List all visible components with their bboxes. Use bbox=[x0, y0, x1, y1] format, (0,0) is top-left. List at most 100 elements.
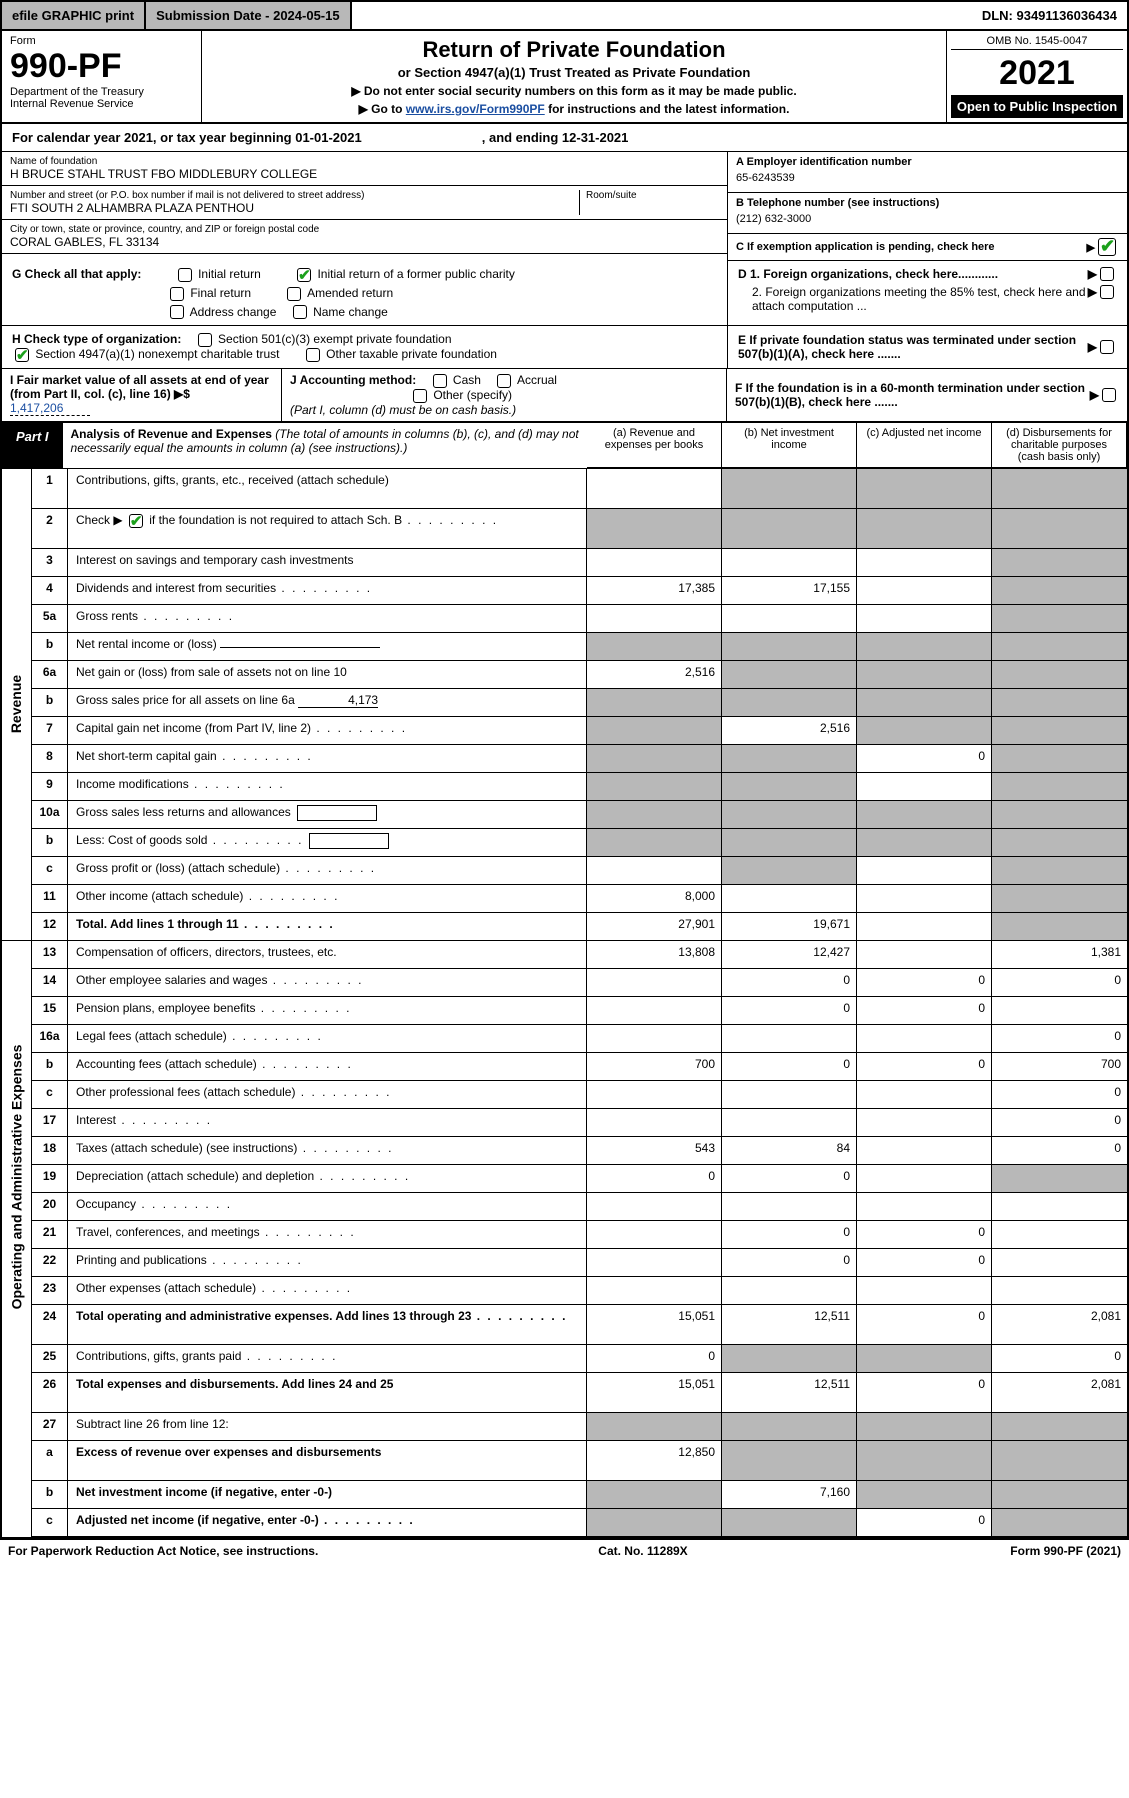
line-7-desc: Capital gain net income (from Part IV, l… bbox=[68, 717, 587, 745]
open-inspection: Open to Public Inspection bbox=[951, 95, 1123, 118]
line-24: 24 Total operating and administrative ex… bbox=[32, 1305, 1127, 1345]
part-1-header: Part I Analysis of Revenue and Expenses … bbox=[0, 422, 1129, 469]
line-14: 14 Other employee salaries and wages 000 bbox=[32, 969, 1127, 997]
line-27a: a Excess of revenue over expenses and di… bbox=[32, 1441, 1127, 1481]
e-label: E If private foundation status was termi… bbox=[738, 333, 1076, 361]
page-footer: For Paperwork Reduction Act Notice, see … bbox=[0, 1539, 1129, 1562]
line-19: 19 Depreciation (attach schedule) and de… bbox=[32, 1165, 1127, 1193]
address-change-checkbox[interactable] bbox=[170, 305, 184, 319]
s501-label: Section 501(c)(3) exempt private foundat… bbox=[218, 332, 451, 346]
col-d-header: (d) Disbursements for charitable purpose… bbox=[992, 423, 1127, 468]
line-10b: b Less: Cost of goods sold bbox=[32, 829, 1127, 857]
other-taxable-checkbox[interactable] bbox=[306, 348, 320, 362]
initial-former-label: Initial return of a former public charit… bbox=[317, 267, 514, 281]
room-label: Room/suite bbox=[586, 190, 719, 201]
cash-checkbox[interactable] bbox=[433, 374, 447, 388]
line-5a-desc: Gross rents bbox=[68, 605, 587, 633]
line-16b: b Accounting fees (attach schedule) 7000… bbox=[32, 1053, 1127, 1081]
line-13-desc: Compensation of officers, directors, tru… bbox=[68, 941, 587, 969]
line-27b-desc: Net investment income (if negative, ente… bbox=[68, 1481, 587, 1509]
line-27c: c Adjusted net income (if negative, ente… bbox=[32, 1509, 1127, 1537]
s4947-checkbox[interactable] bbox=[15, 348, 29, 362]
line-9: 9 Income modifications bbox=[32, 773, 1127, 801]
h-label: H Check type of organization: bbox=[12, 332, 181, 346]
c-pending-label: C If exemption application is pending, c… bbox=[736, 241, 1087, 253]
line-24-desc: Total operating and administrative expen… bbox=[68, 1305, 587, 1345]
accrual-checkbox[interactable] bbox=[497, 374, 511, 388]
expenses-side-label: Operating and Administrative Expenses bbox=[9, 1044, 25, 1309]
calendar-year-row: For calendar year 2021, or tax year begi… bbox=[0, 124, 1129, 152]
ein-label: A Employer identification number bbox=[736, 156, 1119, 168]
line-27-desc: Subtract line 26 from line 12: bbox=[68, 1413, 587, 1441]
line-5b-desc: Net rental income or (loss) bbox=[68, 633, 587, 661]
line-22-desc: Printing and publications bbox=[68, 1249, 587, 1277]
line-23: 23 Other expenses (attach schedule) bbox=[32, 1277, 1127, 1305]
other-method-checkbox[interactable] bbox=[413, 389, 427, 403]
accrual-label: Accrual bbox=[517, 373, 557, 387]
line-25-desc: Contributions, gifts, grants paid bbox=[68, 1345, 587, 1373]
final-return-label: Final return bbox=[190, 286, 251, 300]
note-link-pre: ▶ Go to bbox=[359, 102, 406, 116]
submission-date: Submission Date - 2024-05-15 bbox=[146, 2, 352, 29]
line-1: 1 Contributions, gifts, grants, etc., re… bbox=[32, 469, 1127, 509]
foundation-name: H BRUCE STAHL TRUST FBO MIDDLEBURY COLLE… bbox=[10, 167, 719, 181]
e-checkbox[interactable] bbox=[1100, 340, 1114, 354]
g-d-row: G Check all that apply: Initial return I… bbox=[0, 261, 1129, 326]
s4947-label: Section 4947(a)(1) nonexempt charitable … bbox=[35, 347, 279, 361]
line-8: 8 Net short-term capital gain 0 bbox=[32, 745, 1127, 773]
i-arrow: ▶$ bbox=[174, 387, 190, 401]
j-note: (Part I, column (d) must be on cash basi… bbox=[290, 403, 516, 417]
line-22: 22 Printing and publications 00 bbox=[32, 1249, 1127, 1277]
schb-checkbox[interactable] bbox=[129, 514, 143, 528]
form-subtitle: or Section 4947(a)(1) Trust Treated as P… bbox=[212, 65, 936, 80]
line-6b-desc: Gross sales price for all assets on line… bbox=[68, 689, 587, 717]
irs-link[interactable]: www.irs.gov/Form990PF bbox=[406, 102, 545, 116]
d1-checkbox[interactable] bbox=[1100, 267, 1114, 281]
form-label: Form bbox=[10, 35, 193, 47]
line-6a: 6a Net gain or (loss) from sale of asset… bbox=[32, 661, 1127, 689]
line-17: 17 Interest 0 bbox=[32, 1109, 1127, 1137]
city-value: CORAL GABLES, FL 33134 bbox=[10, 235, 719, 249]
col-a-header: (a) Revenue and expenses per books bbox=[587, 423, 722, 468]
d2-checkbox[interactable] bbox=[1100, 285, 1114, 299]
line-15: 15 Pension plans, employee benefits 00 bbox=[32, 997, 1127, 1025]
line-13: 13 Compensation of officers, directors, … bbox=[32, 941, 1127, 969]
line-10c-desc: Gross profit or (loss) (attach schedule) bbox=[68, 857, 587, 885]
amended-return-checkbox[interactable] bbox=[287, 287, 301, 301]
line-12-desc: Total. Add lines 1 through 11 bbox=[68, 913, 587, 941]
initial-return-checkbox[interactable] bbox=[178, 268, 192, 282]
c-pending-checkbox[interactable] bbox=[1098, 238, 1116, 256]
cal-beginning: For calendar year 2021, or tax year begi… bbox=[12, 130, 362, 145]
name-change-checkbox[interactable] bbox=[293, 305, 307, 319]
line-3: 3 Interest on savings and temporary cash… bbox=[32, 549, 1127, 577]
foundation-name-label: Name of foundation bbox=[10, 156, 719, 167]
note-ssn: ▶ Do not enter social security numbers o… bbox=[212, 84, 936, 98]
final-return-checkbox[interactable] bbox=[170, 287, 184, 301]
line-25: 25 Contributions, gifts, grants paid 00 bbox=[32, 1345, 1127, 1373]
line-3-desc: Interest on savings and temporary cash i… bbox=[68, 549, 587, 577]
f-checkbox[interactable] bbox=[1102, 388, 1116, 402]
ein-value: 65-6243539 bbox=[736, 168, 1119, 188]
line-10b-desc: Less: Cost of goods sold bbox=[68, 829, 587, 857]
line-20-desc: Occupancy bbox=[68, 1193, 587, 1221]
line-4: 4 Dividends and interest from securities… bbox=[32, 577, 1127, 605]
line-12: 12 Total. Add lines 1 through 11 27,9011… bbox=[32, 913, 1127, 941]
line-16a-desc: Legal fees (attach schedule) bbox=[68, 1025, 587, 1053]
city-label: City or town, state or province, country… bbox=[10, 224, 719, 235]
initial-former-checkbox[interactable] bbox=[297, 268, 311, 282]
line-11: 11 Other income (attach schedule) 8,000 bbox=[32, 885, 1127, 913]
efile-print-label[interactable]: efile GRAPHIC print bbox=[2, 2, 146, 29]
address-label: Number and street (or P.O. box number if… bbox=[10, 190, 579, 201]
arrow-icon: ▶ bbox=[1088, 267, 1097, 281]
tel-value: (212) 632-3000 bbox=[736, 209, 1119, 229]
form-title: Return of Private Foundation bbox=[212, 37, 936, 63]
dept-line-1: Department of the Treasury bbox=[10, 86, 193, 98]
s501-checkbox[interactable] bbox=[198, 333, 212, 347]
line-27a-desc: Excess of revenue over expenses and disb… bbox=[68, 1441, 587, 1481]
line-15-desc: Pension plans, employee benefits bbox=[68, 997, 587, 1025]
line-26: 26 Total expenses and disbursements. Add… bbox=[32, 1373, 1127, 1413]
form-number: 990-PF bbox=[10, 47, 193, 86]
note-link: ▶ Go to www.irs.gov/Form990PF for instru… bbox=[212, 102, 936, 116]
entity-info: Name of foundation H BRUCE STAHL TRUST F… bbox=[0, 152, 1129, 261]
line-21-desc: Travel, conferences, and meetings bbox=[68, 1221, 587, 1249]
